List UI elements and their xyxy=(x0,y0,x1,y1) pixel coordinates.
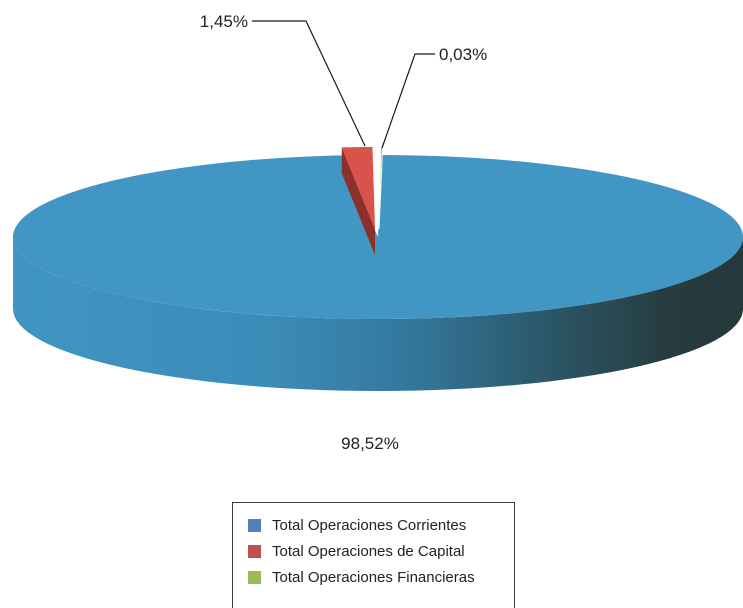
slice-corrientes-side xyxy=(13,237,743,391)
slice-corrientes xyxy=(12,155,743,320)
legend-item-capital: Total Operaciones de Capital xyxy=(248,538,514,564)
data-labels: 1,45% 0,03% 98,52% xyxy=(200,12,487,453)
leader-line-capital xyxy=(252,20,366,147)
legend-label-corrientes: Total Operaciones Corrientes xyxy=(272,516,467,534)
pie-slices xyxy=(12,146,743,391)
legend-item-financieras: Total Operaciones Financieras xyxy=(248,564,514,590)
leader-line-financieras xyxy=(381,53,435,149)
label-financieras: 0,03% xyxy=(439,45,487,64)
legend: Total Operaciones Corrientes Total Opera… xyxy=(232,502,515,608)
legend-swatch-financieras xyxy=(248,570,261,584)
label-capital: 1,45% xyxy=(200,12,248,31)
legend-swatch-corrientes xyxy=(248,518,261,532)
legend-item-corrientes: Total Operaciones Corrientes xyxy=(248,512,514,538)
legend-label-financieras: Total Operaciones Financieras xyxy=(272,568,475,586)
slice-capital-side xyxy=(341,147,375,255)
legend-swatch-capital xyxy=(248,544,261,558)
slice-capital xyxy=(341,147,375,229)
legend-label-capital: Total Operaciones de Capital xyxy=(272,542,465,560)
slice-financieras xyxy=(378,146,384,230)
label-corrientes: 98,52% xyxy=(341,434,399,453)
